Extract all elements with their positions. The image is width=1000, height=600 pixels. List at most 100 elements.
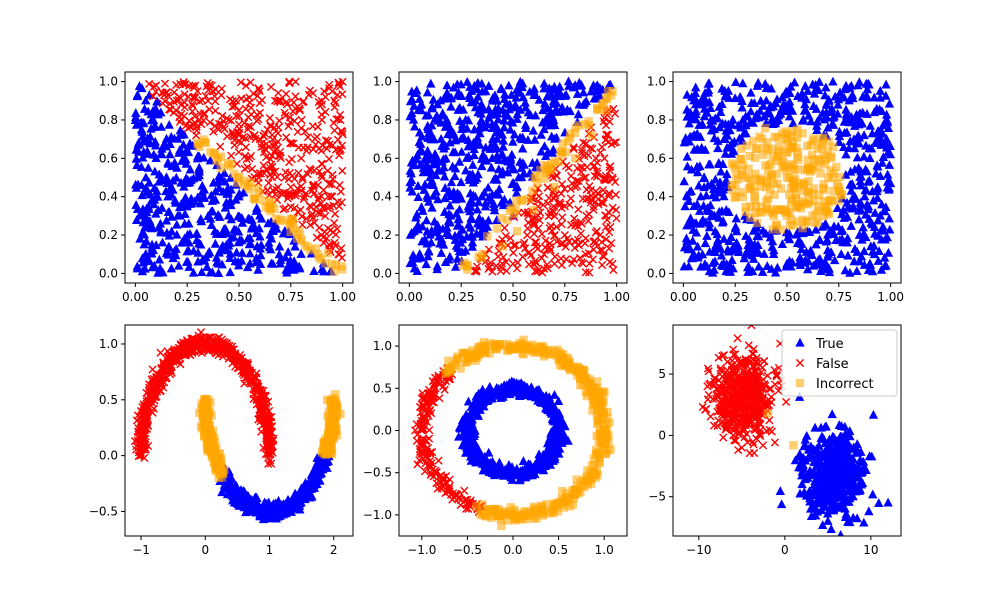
point-true [465,93,475,103]
x-stroke [470,267,479,276]
point-true [131,112,141,121]
x-stroke [190,118,199,127]
point-false [330,209,340,219]
point-true [692,161,702,171]
point-true [873,256,883,265]
point-false [533,267,542,276]
x-stroke [529,229,539,238]
point-true [303,483,313,493]
point-true [433,194,443,204]
point-true [245,248,255,258]
x-stroke [335,82,345,91]
point-false [285,158,294,167]
x-stroke [550,259,559,268]
point-true [716,250,727,260]
point-incorrect [303,242,312,252]
point-true [859,151,869,161]
point-incorrect [738,192,748,202]
point-true [225,196,236,206]
point-incorrect [463,265,472,274]
point-true [131,215,142,225]
point-true [766,102,776,112]
point-true [833,99,843,109]
x-stroke [581,173,590,182]
point-true [456,146,467,156]
point-true [420,179,430,189]
point-true [143,222,154,232]
point-false [327,180,337,189]
point-true [441,114,452,124]
point-false [529,221,538,230]
y-tick-label: 0.8 [373,113,392,127]
point-false [556,254,566,263]
point-true [148,115,159,125]
point-true [759,249,769,258]
x-stroke [172,96,181,105]
x-stroke [281,89,291,99]
point-true [767,115,777,125]
point-incorrect [276,215,285,224]
x-stroke [582,211,591,220]
point-true [690,88,701,97]
point-false [321,211,330,221]
point-true [156,225,166,235]
point-true [822,100,832,109]
point-false [611,138,621,147]
point-false [591,228,600,237]
point-false [281,204,290,213]
x-stroke [281,204,290,213]
x-stroke [603,130,613,139]
point-true [523,107,534,117]
point-true [748,254,759,263]
point-true [428,159,438,169]
point-true [702,230,712,240]
point-true [839,142,849,151]
point-true [203,249,213,258]
x-stroke [291,92,300,101]
x-stroke [543,183,552,192]
point-false [556,239,566,248]
point-true [149,199,159,209]
point-incorrect [733,174,743,184]
point-incorrect [762,138,772,147]
point-false [237,94,246,103]
point-true [409,252,420,262]
point-false [275,116,284,125]
point-true [150,136,160,146]
x-stroke [584,194,593,203]
point-true [256,511,267,520]
point-false [596,246,605,255]
point-incorrect [328,259,337,269]
point-false [305,86,315,95]
point-false [571,182,580,192]
x-stroke [604,192,613,201]
point-true [770,267,781,277]
point-true [222,228,232,237]
point-true [697,249,708,259]
point-true [812,125,822,134]
x-stroke [334,80,343,89]
point-incorrect [736,188,745,197]
point-incorrect [829,186,838,196]
x-stroke [550,252,560,261]
point-incorrect [751,144,761,153]
point-incorrect [531,171,541,181]
point-true [855,256,865,266]
point-incorrect [193,138,202,148]
x-stroke [607,140,616,149]
point-incorrect [798,223,807,233]
point-true [476,154,487,163]
point-true [549,95,560,105]
point-true [840,265,850,275]
point-false [203,96,213,105]
point-true [878,225,888,235]
point-false [282,100,291,109]
x-tick-label: 0.25 [448,290,475,304]
point-true [182,176,192,186]
point-true [154,176,164,186]
point-true [876,139,887,148]
point-true [714,101,724,111]
x-tick-label: 0.75 [277,290,304,304]
point-true [163,191,174,201]
point-incorrect [746,213,755,222]
